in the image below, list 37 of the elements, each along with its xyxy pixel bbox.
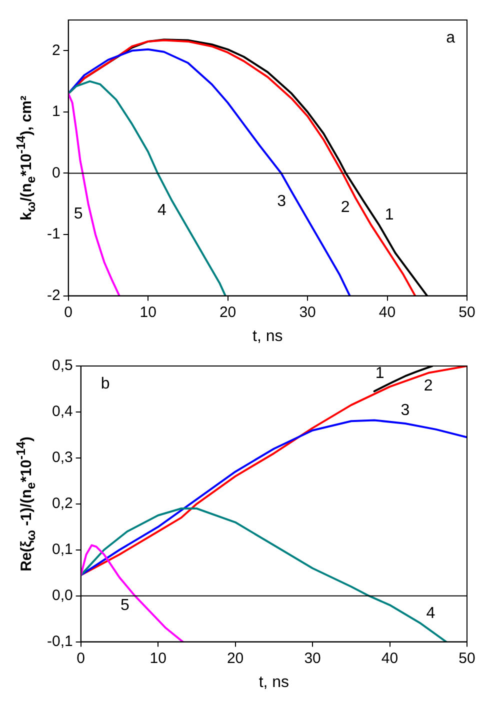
x-tick-label: 20 — [219, 304, 236, 321]
y-tick-label: 0 — [52, 164, 60, 182]
y-tick-label: 0,4 — [52, 403, 73, 420]
annotation: 2 — [424, 377, 433, 394]
annotation: 2 — [340, 199, 350, 216]
annotation: 1 — [384, 206, 394, 224]
x-tick-label: 10 — [140, 304, 156, 321]
x-tick-label: 30 — [299, 304, 316, 321]
y-tick-label: 0,1 — [52, 541, 73, 558]
annotation: 3 — [277, 193, 286, 210]
x-tick-label: 0 — [76, 650, 86, 667]
x-tick-label: 40 — [381, 650, 398, 667]
annotation: b — [100, 375, 110, 392]
x-tick-label: 40 — [378, 304, 396, 321]
x-tick-label: 50 — [458, 304, 476, 321]
y-tick-label: 0,0 — [52, 586, 73, 604]
y-tick-label: 0,3 — [52, 449, 73, 466]
y-tick-label: 1 — [52, 103, 60, 120]
annotation: 5 — [120, 597, 130, 614]
y-tick-label: -1 — [46, 226, 60, 243]
y-tick-label: 2 — [52, 42, 60, 59]
x-tick-label: 50 — [458, 650, 476, 667]
annotation: 3 — [400, 402, 410, 419]
y-tick-label: -2 — [46, 286, 60, 304]
x-tick-label: 30 — [304, 650, 321, 667]
annotation: 4 — [158, 202, 167, 220]
annotation: 4 — [426, 604, 436, 622]
y-tick-label: 0,2 — [52, 495, 73, 512]
x-tick-label: 20 — [226, 650, 244, 667]
x-axis-title: t, ns — [258, 674, 290, 691]
annotation: 1 — [375, 364, 384, 382]
x-axis-title: t, ns — [252, 328, 283, 345]
y-tick-label: -0,1 — [46, 632, 73, 650]
annotation: 5 — [74, 205, 83, 222]
y-tick-label: 0,5 — [52, 357, 73, 374]
annotation: a — [446, 29, 456, 46]
x-tick-label: 10 — [150, 650, 166, 667]
